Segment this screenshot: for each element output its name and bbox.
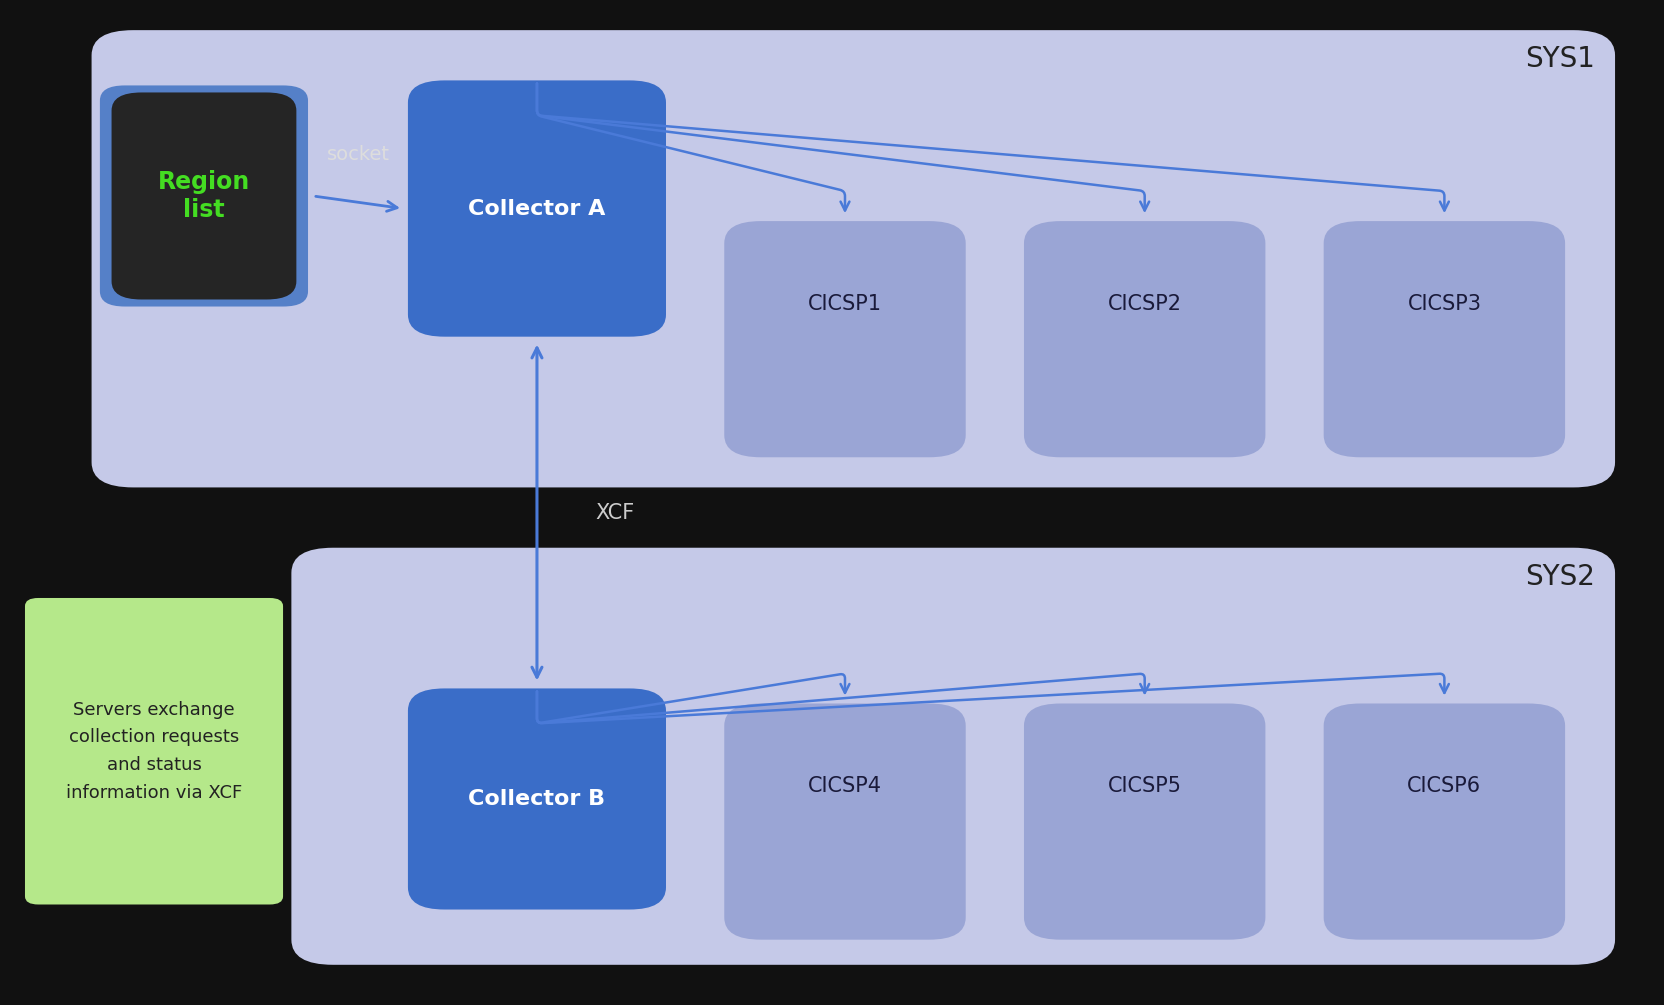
- Text: CICSP4: CICSP4: [807, 776, 882, 796]
- FancyBboxPatch shape: [724, 704, 965, 940]
- Text: CICSP5: CICSP5: [1107, 776, 1181, 796]
- Text: CICSP6: CICSP6: [1406, 776, 1481, 796]
- Text: SYS1: SYS1: [1524, 45, 1594, 73]
- Text: CICSP2: CICSP2: [1107, 293, 1181, 314]
- Text: SYS2: SYS2: [1524, 563, 1594, 591]
- FancyBboxPatch shape: [25, 598, 283, 904]
- FancyBboxPatch shape: [724, 221, 965, 457]
- FancyBboxPatch shape: [92, 30, 1614, 487]
- FancyBboxPatch shape: [1323, 221, 1564, 457]
- FancyBboxPatch shape: [1323, 704, 1564, 940]
- FancyBboxPatch shape: [111, 92, 296, 299]
- FancyBboxPatch shape: [408, 80, 666, 337]
- FancyBboxPatch shape: [1023, 704, 1265, 940]
- Text: Collector A: Collector A: [468, 199, 606, 218]
- Text: Collector B: Collector B: [468, 789, 606, 809]
- FancyBboxPatch shape: [291, 548, 1614, 965]
- Text: CICSP3: CICSP3: [1406, 293, 1481, 314]
- Text: XCF: XCF: [596, 502, 634, 523]
- Text: CICSP1: CICSP1: [807, 293, 882, 314]
- Text: Servers exchange
collection requests
and status
information via XCF: Servers exchange collection requests and…: [67, 700, 241, 802]
- FancyBboxPatch shape: [1023, 221, 1265, 457]
- Text: Region
list: Region list: [158, 170, 250, 222]
- FancyBboxPatch shape: [100, 85, 308, 307]
- Text: socket: socket: [326, 145, 389, 164]
- FancyBboxPatch shape: [408, 688, 666, 910]
